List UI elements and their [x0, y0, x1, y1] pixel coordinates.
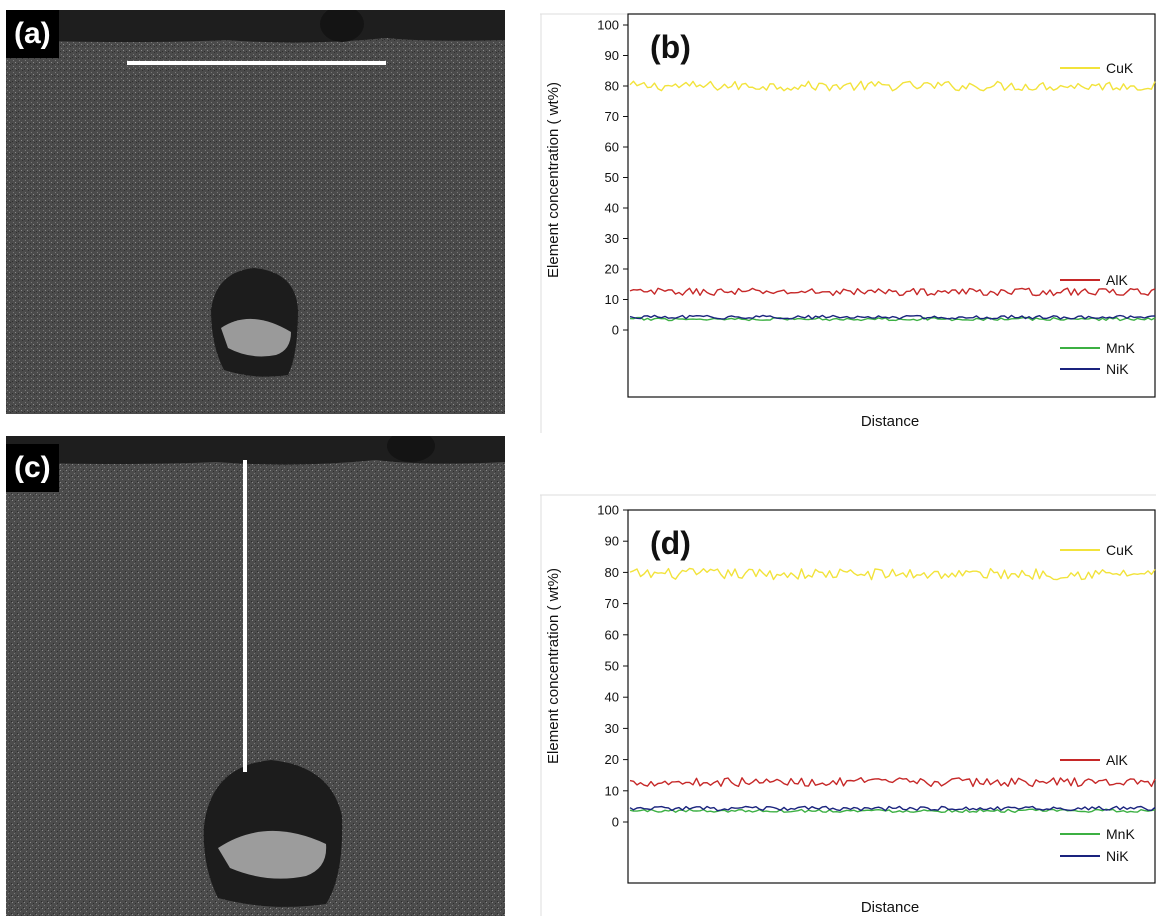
sem-pore-inclusion-a	[221, 318, 291, 357]
panel-label-c: (c)	[6, 444, 59, 492]
chart-d-legend-label-mnk: MnK	[1106, 826, 1135, 842]
sem-top-edge-c	[6, 436, 505, 465]
chart-d-y-tick-label: 30	[605, 721, 619, 736]
chart-d-panel-letter: (d)	[650, 525, 691, 561]
sem-image-c-svg	[6, 436, 505, 916]
chart-b-y-ticks: 0 10 20 30 40 50 60 70 80 90 100	[597, 18, 628, 338]
chart-d-y-tick-label: 50	[605, 659, 619, 674]
chart-b-y-tick-label: 100	[597, 18, 619, 33]
chart-b-legend-label-cuk: CuK	[1106, 60, 1134, 76]
sem-pore-inclusion-c	[218, 830, 327, 879]
chart-b-y-tick-label: 80	[605, 79, 619, 94]
chart-b-legend-label-nik: NiK	[1106, 361, 1129, 377]
chart-b-series	[629, 80, 1156, 322]
chart-d-y-tick-label: 60	[605, 627, 619, 642]
chart-b-y-tick-label: 50	[605, 170, 619, 185]
chart-b-y-tick-label: 40	[605, 201, 619, 216]
chart-d-legend-label-nik: NiK	[1106, 848, 1129, 864]
chart-d-line-mnk	[629, 808, 1156, 813]
chart-b-x-axis-label: Distance	[861, 413, 919, 430]
chart-d-y-tick-label: 70	[605, 596, 619, 611]
sem-surface-pit-a	[320, 10, 364, 42]
chart-b-legend: CuK AlK MnK NiK	[1060, 60, 1135, 377]
chart-d-y-tick-label: 100	[597, 503, 619, 518]
chart-b-y-tick-label: 60	[605, 140, 619, 155]
chart-d-legend-label-alk: AlK	[1106, 752, 1128, 768]
sem-image-c: (c)	[6, 436, 505, 916]
chart-b-line-cuk	[629, 80, 1156, 92]
chart-d-line-alk	[629, 777, 1156, 788]
chart-d-line-cuk	[629, 567, 1156, 581]
chart-b-y-tick-label: 90	[605, 48, 619, 63]
chart-d: 0 10 20 30 40 50 60 70 80 90 100 CuK AlK MnK NiK (d) …	[540, 494, 1156, 916]
chart-d-legend-label-cuk: CuK	[1106, 542, 1134, 558]
chart-b-plot-frame	[627, 13, 1156, 398]
chart-b-y-tick-label: 0	[612, 323, 619, 338]
chart-d-y-tick-label: 10	[605, 783, 619, 798]
scan-line-c	[243, 460, 247, 772]
chart-d-line-nik	[629, 805, 1156, 812]
chart-b-line-alk	[629, 287, 1156, 297]
chart-b: 0 10 20 30 40 50 60 70 80 90 100 CuK AlK MnK NiK (b) …	[540, 8, 1156, 433]
chart-d-y-tick-label: 20	[605, 752, 619, 767]
chart-d-legend: CuK AlK MnK NiK	[1060, 542, 1135, 864]
chart-b-y-tick-label: 20	[605, 262, 619, 277]
chart-d-series	[629, 567, 1156, 813]
chart-b-legend-label-mnk: MnK	[1106, 340, 1135, 356]
scan-line-a	[127, 61, 386, 65]
chart-d-y-tick-label: 40	[605, 690, 619, 705]
chart-d-plot-frame	[627, 509, 1156, 884]
chart-b-legend-label-alk: AlK	[1106, 272, 1128, 288]
chart-b-y-tick-label: 30	[605, 231, 619, 246]
panel-label-a: (a)	[6, 10, 59, 58]
chart-d-y-ticks: 0 10 20 30 40 50 60 70 80 90 100	[597, 503, 628, 830]
chart-b-y-tick-label: 70	[605, 109, 619, 124]
sem-top-edge-a	[6, 10, 505, 43]
chart-d-y-axis-label: Element concentration ( wt%)	[545, 568, 562, 764]
sem-image-a: (a)	[6, 10, 505, 414]
chart-d-y-tick-label: 90	[605, 534, 619, 549]
chart-d-y-tick-label: 80	[605, 565, 619, 580]
chart-d-x-axis-label: Distance	[861, 899, 919, 916]
chart-b-y-tick-label: 10	[605, 292, 619, 307]
sem-surface-pit-c	[387, 436, 435, 462]
chart-d-y-tick-label: 0	[612, 815, 619, 830]
chart-b-panel-letter: (b)	[650, 29, 691, 65]
sem-image-a-svg	[6, 10, 505, 414]
chart-b-line-nik	[629, 314, 1156, 320]
chart-b-y-axis-label: Element concentration ( wt%)	[545, 82, 562, 278]
